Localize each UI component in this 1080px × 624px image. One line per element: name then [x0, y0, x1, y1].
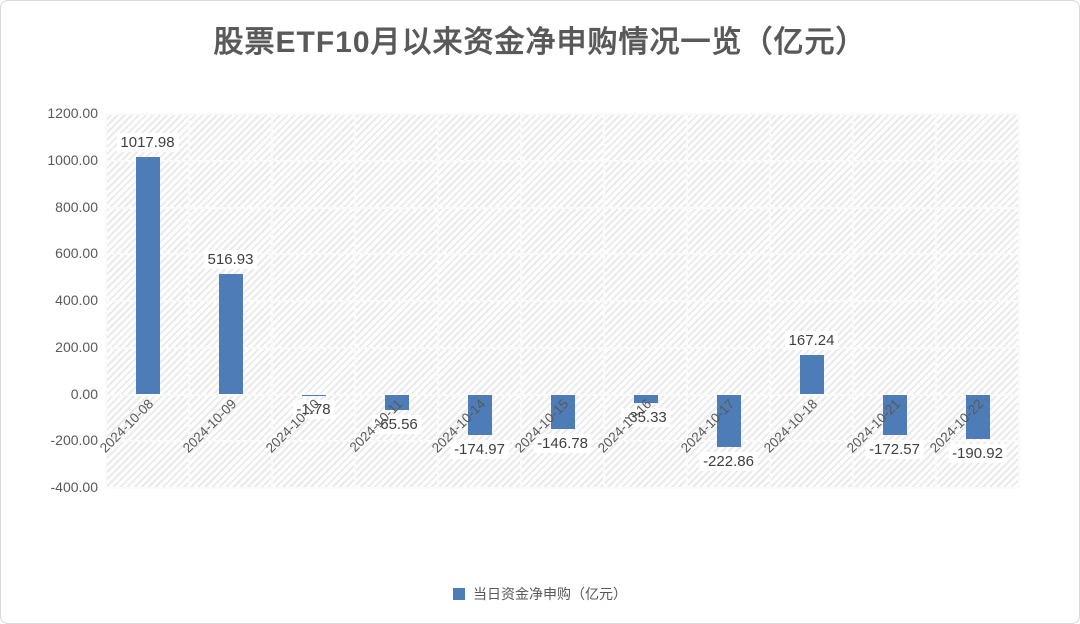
bar-value-label: 1017.98 — [116, 132, 179, 152]
bar-value-label: 516.93 — [203, 249, 258, 269]
grid-line-vertical — [271, 114, 273, 488]
bar-value-label: -1.78 — [292, 399, 335, 419]
grid-line-horizontal — [106, 206, 1019, 209]
bar-value-label: -174.97 — [450, 440, 509, 460]
y-axis-tick-label: 800.00 — [55, 198, 98, 215]
grid-line-vertical — [686, 114, 688, 488]
grid-line-vertical — [603, 114, 605, 488]
grid-line-horizontal — [106, 113, 1019, 115]
bar — [799, 355, 824, 395]
grid-line-vertical — [935, 114, 937, 488]
grid-line-horizontal — [106, 487, 1019, 489]
grid-line-vertical — [1018, 114, 1020, 488]
bar-value-label: -146.78 — [533, 433, 592, 453]
bar-value-label: -172.57 — [865, 439, 924, 459]
bar — [301, 394, 326, 396]
y-axis-tick-label: -400.00 — [50, 479, 98, 495]
chart-title: 股票ETF10月以来资金净申购情况一览（亿元） — [213, 26, 867, 59]
bar — [633, 394, 658, 403]
grid-line-vertical — [437, 114, 439, 488]
grid-line-horizontal — [106, 346, 1019, 349]
y-axis-tick-label: 600.00 — [55, 245, 98, 262]
bar-value-label: 167.24 — [784, 331, 839, 351]
legend-swatch-icon — [453, 588, 465, 600]
bar-value-label: -222.86 — [699, 451, 758, 471]
bar-value-label: -35.33 — [620, 407, 671, 427]
bar — [716, 394, 741, 447]
grid-line-vertical — [520, 114, 522, 488]
bar — [882, 394, 907, 435]
y-axis-tick-label: 0.00 — [70, 385, 98, 402]
bar-value-label: -65.56 — [371, 414, 422, 434]
grid-line-horizontal — [106, 159, 1019, 162]
legend-series-label: 当日资金净申购（亿元） — [473, 586, 627, 602]
grid-line-vertical — [769, 114, 771, 488]
y-axis-tick-label: 400.00 — [55, 292, 98, 308]
grid-line-vertical — [188, 114, 190, 488]
bar — [550, 394, 575, 429]
grid-line-vertical — [105, 114, 107, 488]
bar — [135, 156, 160, 395]
grid-line-vertical — [354, 114, 356, 488]
grid-line-vertical — [852, 114, 854, 488]
y-axis-tick-label: 1200.00 — [47, 105, 98, 121]
bar — [384, 394, 409, 410]
grid-line-horizontal — [106, 253, 1019, 256]
bar — [218, 273, 243, 395]
y-axis-tick-label: 1000.00 — [47, 151, 98, 168]
y-axis-tick-label: 200.00 — [55, 338, 98, 355]
bar — [467, 394, 492, 436]
bar — [965, 394, 990, 440]
grid-line-horizontal — [106, 300, 1019, 302]
bar-value-label: -190.92 — [948, 444, 1007, 464]
chart-legend: 当日资金净申购（亿元） — [1, 584, 1079, 604]
y-axis-tick-label: -200.00 — [50, 432, 98, 449]
